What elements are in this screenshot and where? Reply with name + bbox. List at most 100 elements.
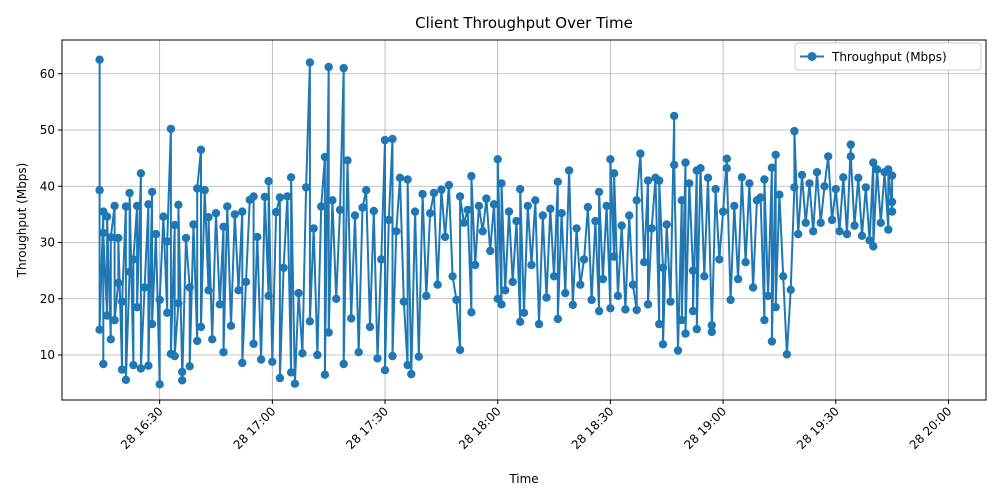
data-point [805, 179, 814, 188]
data-point [516, 184, 525, 194]
data-point [114, 233, 123, 243]
data-point [512, 216, 521, 226]
data-point [478, 227, 487, 236]
data-point [185, 362, 194, 371]
data-point [542, 293, 551, 302]
data-point [294, 288, 303, 298]
data-point [305, 58, 315, 67]
data-point [219, 222, 228, 231]
legend-box [794, 42, 982, 71]
data-point [538, 211, 547, 220]
data-point [643, 176, 653, 185]
data-point [887, 197, 897, 207]
data-point [380, 366, 390, 375]
data-point [681, 329, 690, 338]
data-point [117, 365, 127, 374]
data-point [388, 134, 397, 144]
data-point [531, 196, 540, 205]
data-point [598, 274, 608, 284]
data-point [219, 348, 228, 357]
data-point [786, 285, 795, 294]
data-point [707, 321, 716, 330]
data-point [681, 158, 690, 167]
data-point [275, 373, 285, 383]
data-point [279, 263, 288, 272]
data-point [482, 194, 491, 203]
data-point [677, 196, 686, 205]
data-point [215, 300, 224, 309]
y-axis-label: Throughput (Mbps) [15, 163, 29, 279]
data-point [324, 62, 333, 72]
data-point [286, 173, 296, 182]
data-point [790, 183, 799, 192]
data-point [658, 340, 668, 349]
data-point [632, 196, 641, 205]
data-point [174, 200, 183, 209]
data-point [827, 215, 837, 225]
data-point [99, 228, 108, 238]
data-point [677, 315, 686, 325]
data-point [850, 221, 859, 230]
data-point [801, 218, 810, 227]
data-point [779, 272, 788, 281]
data-point [655, 176, 664, 185]
data-point [388, 351, 397, 361]
data-point [579, 255, 589, 264]
data-point [403, 360, 412, 370]
data-point [328, 196, 337, 205]
data-point [121, 202, 131, 211]
data-point [256, 355, 266, 364]
data-point [114, 278, 123, 288]
data-point [129, 255, 138, 264]
data-point [399, 297, 408, 306]
data-point [181, 233, 191, 243]
data-point [392, 227, 401, 236]
data-point [816, 218, 825, 227]
data-point [617, 221, 626, 230]
data-point [369, 206, 378, 216]
data-point [546, 204, 555, 213]
data-point [440, 232, 450, 242]
data-point [132, 303, 142, 312]
data-point [268, 357, 277, 366]
data-point [350, 211, 360, 220]
data-point [362, 186, 371, 195]
data-point [869, 242, 878, 251]
data-point [444, 180, 454, 190]
legend: Throughput (Mbps) [794, 42, 982, 71]
data-point [354, 348, 363, 357]
data-point [527, 260, 536, 270]
data-point [486, 246, 495, 256]
data-point [403, 175, 412, 184]
data-point [696, 164, 705, 173]
data-point [136, 364, 146, 373]
y-tick-label: 40 [40, 179, 55, 193]
data-point [455, 192, 465, 201]
data-point [151, 229, 161, 239]
data-point [377, 255, 386, 264]
data-point [640, 258, 649, 267]
data-point [320, 152, 330, 162]
data-point [410, 207, 420, 216]
data-point [628, 280, 638, 289]
data-point [99, 359, 108, 369]
data-point [211, 209, 221, 218]
data-point [703, 173, 713, 182]
data-point [407, 369, 416, 379]
data-point [260, 192, 269, 202]
data-point [854, 173, 863, 182]
data-point [347, 314, 356, 323]
data-point [320, 370, 330, 379]
data-point [722, 154, 731, 163]
data-point [241, 277, 251, 287]
data-point [155, 380, 164, 389]
data-point [662, 220, 671, 229]
data-point [561, 288, 570, 298]
data-point [309, 224, 318, 233]
data-point [301, 183, 311, 192]
data-point [230, 210, 239, 219]
data-point [767, 337, 777, 346]
data-point [609, 252, 619, 261]
data-point [700, 272, 709, 281]
data-point [121, 375, 131, 384]
